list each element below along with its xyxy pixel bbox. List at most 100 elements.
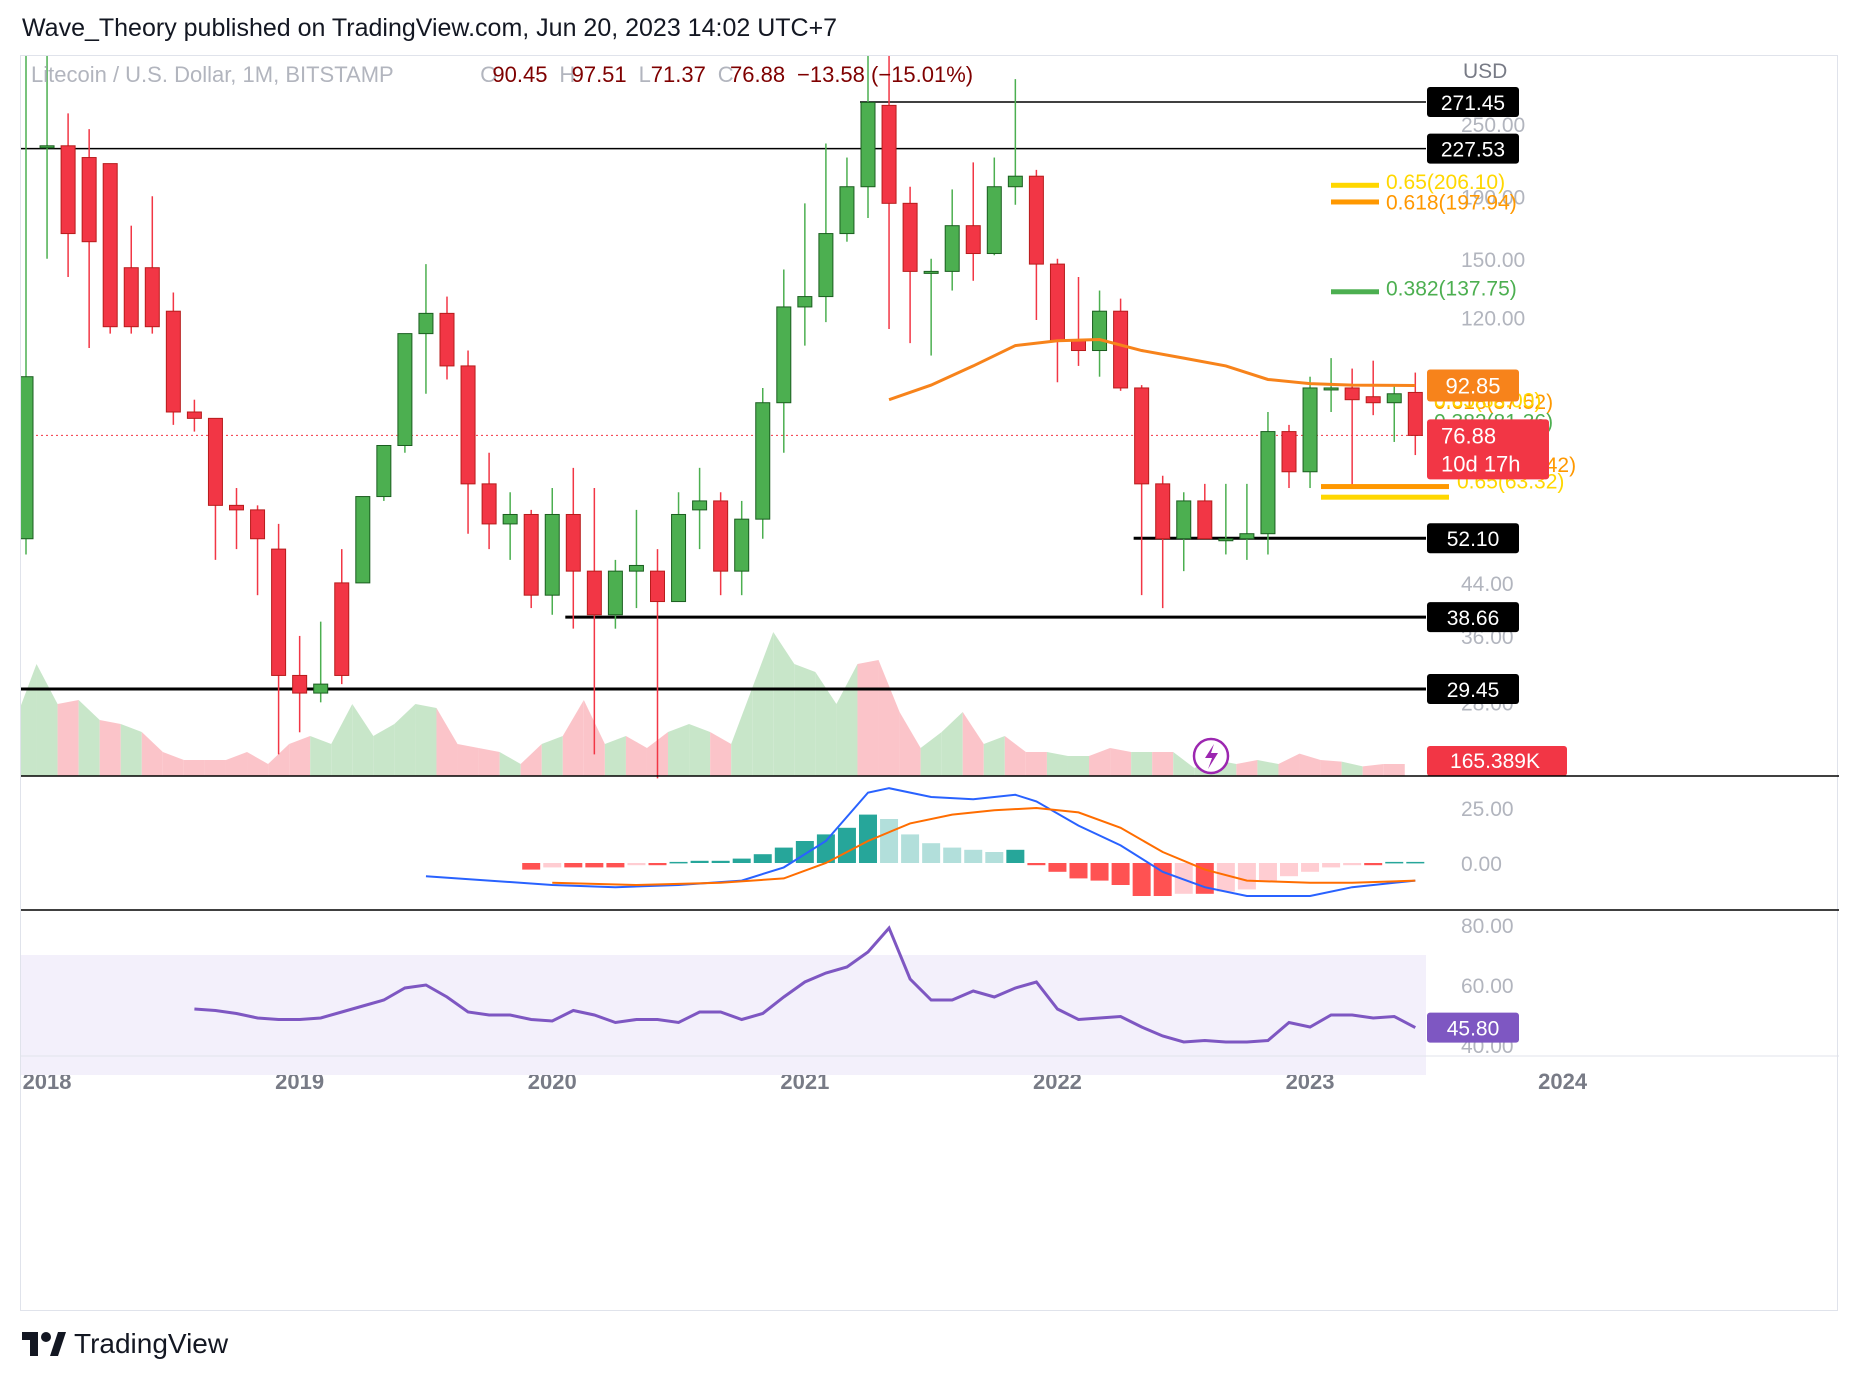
fib-level-marker	[1321, 494, 1449, 500]
macd-histogram-bar	[690, 860, 709, 863]
y-tick-label: 120.00	[1461, 308, 1525, 331]
candle-body	[1028, 175, 1044, 265]
x-tick-label: 2024	[1538, 1069, 1588, 1094]
fib-level-marker	[1321, 484, 1449, 490]
candle-body	[839, 186, 855, 235]
tradingview-brand: TradingView	[74, 1328, 229, 1359]
macd-histogram-bar	[1258, 863, 1277, 881]
candle-body	[1302, 387, 1318, 473]
rsi-band	[21, 955, 1426, 1075]
macd-histogram-bar	[543, 863, 562, 868]
volume-area-segment	[478, 748, 500, 776]
macd-histogram-bar	[1237, 863, 1256, 890]
candle-body	[144, 267, 160, 328]
candle-body	[818, 233, 834, 298]
ma-price-label: 92.85	[1445, 374, 1500, 399]
level-price-badge	[1427, 523, 1519, 554]
candle-body	[1092, 310, 1108, 352]
candle-body	[671, 513, 687, 603]
candle-body	[734, 518, 750, 572]
macd-histogram-bar	[795, 841, 814, 863]
volume-area-segment	[141, 732, 163, 776]
volume-area-segment	[247, 752, 269, 776]
volume-area-segment	[689, 724, 711, 776]
macd-histogram-bar	[943, 847, 962, 863]
level-price-label: 227.53	[1441, 139, 1505, 162]
level-price-label: 271.45	[1441, 92, 1505, 115]
macd-histogram-bar	[922, 843, 941, 863]
moving-average-line	[888, 338, 1416, 402]
legend-c-label: C	[718, 62, 734, 87]
macd-histogram-bar	[648, 863, 667, 866]
volume-area-segment	[1278, 753, 1300, 776]
candle-body	[1197, 500, 1213, 540]
candle-body	[481, 483, 497, 525]
candle-body	[102, 163, 118, 328]
chart-frame[interactable]: 2018 2019 2020 2021 2022 2023 2024 USD 250.00 190…	[20, 55, 1839, 1312]
fib-level-label: 0.65(206.10)	[1386, 171, 1505, 194]
level-price-badge	[1427, 87, 1519, 117]
macd-histogram-bar	[1322, 863, 1341, 868]
volume-area-segment	[499, 752, 521, 776]
macd-histogram-bar	[816, 834, 835, 863]
macd-y-tick-label: 0.00	[1461, 853, 1502, 876]
legend-o-label: O	[480, 62, 497, 87]
volume-area-segment	[1025, 752, 1047, 776]
candle-body	[418, 312, 434, 335]
candle-body	[1407, 391, 1423, 436]
volume-area-segment	[352, 704, 374, 776]
candle-body	[229, 504, 244, 511]
volume-area-segment	[1004, 736, 1026, 776]
legend-symbol: Litecoin / U.S. Dollar, 1M, BITSTAMP	[31, 62, 394, 87]
volume-area-segment	[1362, 764, 1384, 776]
legend-change: −13.58 (−15.01%)	[797, 62, 973, 87]
volume-area-segment	[1089, 748, 1111, 776]
candle-body	[986, 186, 1002, 255]
legend-h-value: 97.51	[572, 62, 627, 87]
macd-histogram-bar	[606, 863, 625, 868]
volume-area-segment	[373, 724, 395, 776]
volume-area-segment	[289, 736, 311, 776]
volume-area-segment	[36, 664, 58, 776]
candle-body	[1365, 396, 1381, 404]
last-price-badge	[1427, 419, 1549, 480]
volume-area-segment	[562, 700, 584, 776]
footer: TradingView	[20, 1328, 228, 1360]
volume-area-segment	[794, 664, 816, 776]
candle-body	[502, 513, 518, 525]
candle-body	[923, 270, 939, 274]
volume-area-segment	[162, 752, 184, 776]
macd-histogram-bar	[901, 834, 920, 863]
y-tick-label: 150.00	[1461, 249, 1525, 272]
chart-svg[interactable]: 2018 2019 2020 2021 2022 2023 2024USD250.00190…	[21, 56, 1839, 1312]
volume-area-segment	[625, 736, 647, 776]
candle-body	[1344, 387, 1360, 401]
candle-body	[565, 513, 581, 572]
candle-body	[60, 145, 76, 235]
macd-histogram-bar	[1343, 863, 1362, 866]
candle-body	[692, 500, 708, 511]
macd-histogram-bar	[1111, 863, 1130, 885]
fib-level-marker	[1331, 182, 1379, 188]
candle-body	[1176, 500, 1192, 540]
volume-area-segment	[520, 744, 542, 776]
candle-body	[1134, 387, 1150, 485]
volume-area-segment	[436, 708, 458, 776]
candle-body	[165, 310, 181, 413]
legend-l-label: L	[639, 62, 651, 87]
candle-body	[902, 202, 918, 272]
candle-body	[755, 402, 771, 520]
volume-area-segment	[78, 700, 100, 776]
volume-area-segment	[1320, 760, 1342, 776]
volume-area-segment	[899, 712, 921, 776]
volume-area-segment	[752, 632, 774, 776]
legend-c-value: 76.88	[730, 62, 785, 87]
rsi-y-tick-label: 80.00	[1461, 915, 1514, 938]
volume-area-segment	[731, 688, 753, 776]
macd-histogram-bar	[1153, 863, 1172, 896]
candle-body	[376, 444, 392, 498]
volume-area-segment	[857, 660, 879, 776]
macd-histogram-bar	[1216, 863, 1235, 892]
macd-histogram-bar	[585, 863, 604, 868]
candle-body	[1323, 387, 1339, 391]
